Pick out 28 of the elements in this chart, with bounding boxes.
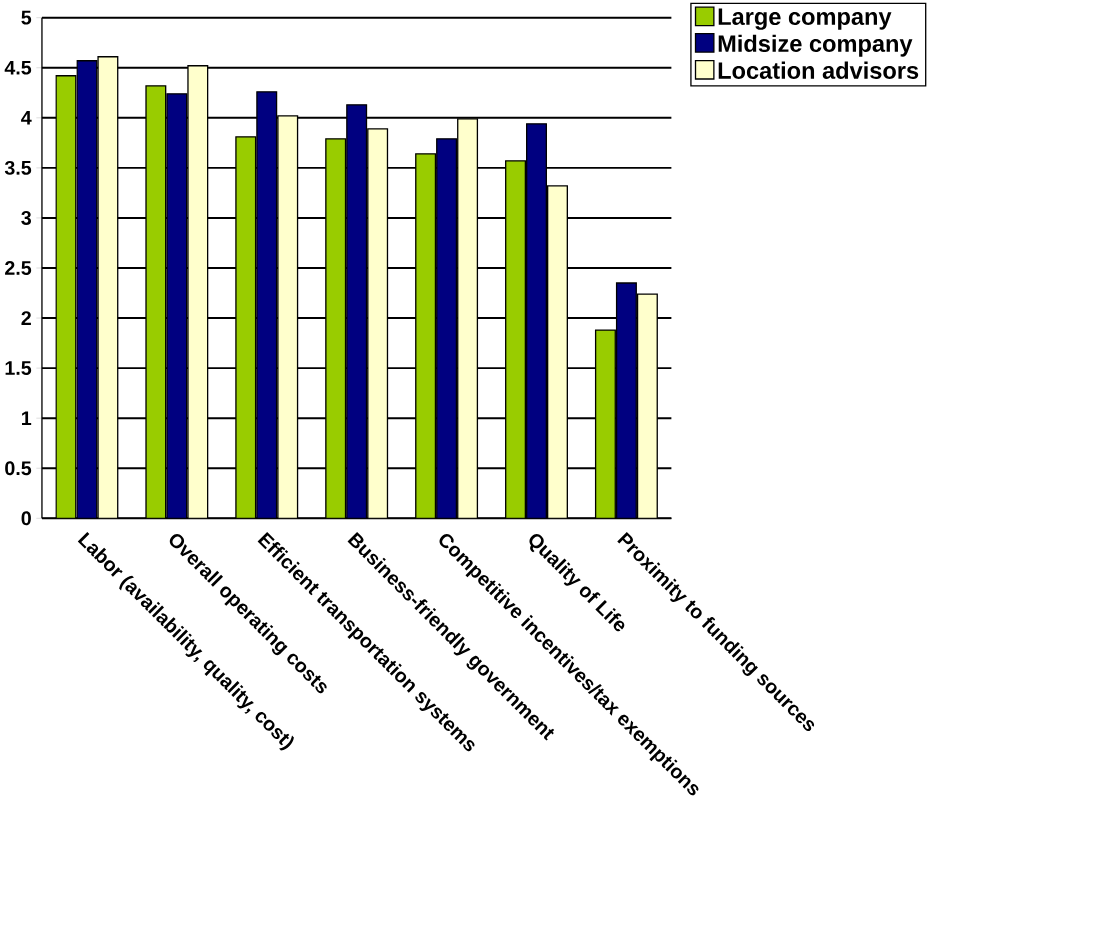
bar	[547, 185, 568, 519]
legend-label: Midsize company	[718, 34, 913, 57]
bar	[436, 138, 457, 519]
y-tick-label: 0.5	[5, 461, 32, 476]
y-tick-label: 1.5	[5, 361, 32, 375]
bar	[98, 56, 118, 519]
bar	[636, 293, 658, 519]
y-tick-label: 4.5	[4, 60, 32, 75]
y-tick-label: 3.5	[4, 160, 32, 175]
y-tick-label: 2	[21, 311, 31, 325]
y-tick-label: 1	[22, 411, 32, 425]
y-tick-label: 3	[21, 210, 31, 225]
legend-label: Large company	[718, 8, 892, 30]
bar	[77, 60, 97, 519]
legend-label: Location advisors	[718, 61, 919, 79]
y-tick-label: 0	[21, 511, 31, 526]
bar	[187, 65, 208, 519]
bar	[615, 282, 637, 519]
bar	[277, 115, 298, 519]
bar	[457, 118, 478, 519]
bar	[526, 123, 547, 519]
y-tick-label: 2.5	[5, 260, 32, 275]
bar	[166, 93, 187, 519]
y-tick-label: 5	[21, 10, 32, 25]
bar	[346, 104, 367, 519]
bar	[367, 128, 388, 519]
bar	[256, 91, 277, 519]
y-tick-label: 4	[21, 111, 32, 125]
